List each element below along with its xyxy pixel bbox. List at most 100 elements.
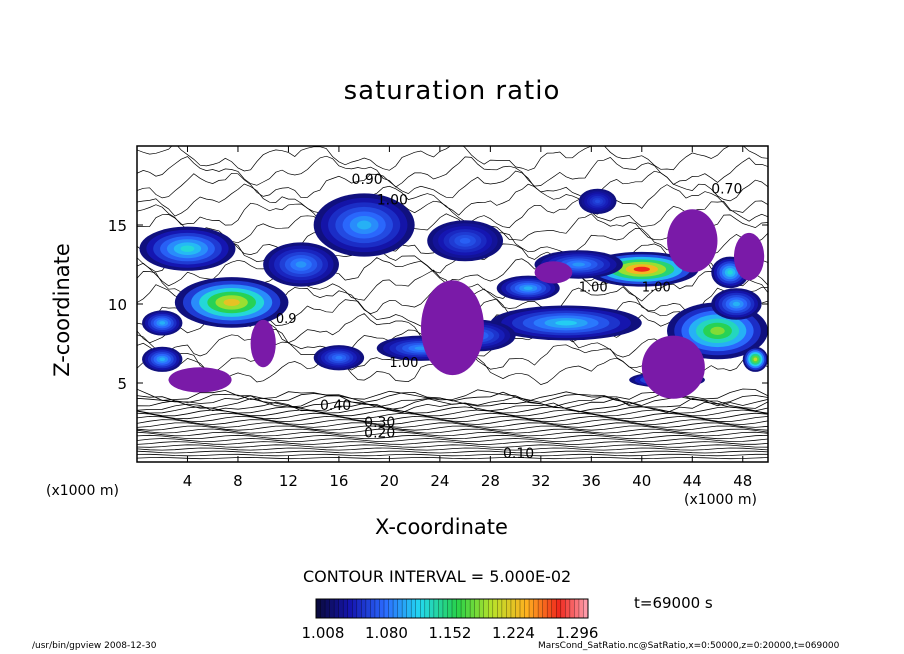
colorbar-segment <box>343 599 349 618</box>
x-tick-label: 20 <box>380 472 399 490</box>
contour-interval: CONTOUR INTERVAL = 5.000E-02 <box>303 567 572 586</box>
colorbar-segment <box>438 599 444 618</box>
contour-label: 1.00 <box>642 280 671 295</box>
contour-line <box>137 199 768 229</box>
time-label: t=69000 s <box>634 594 713 612</box>
x-tick-label: 12 <box>279 472 298 490</box>
x-tick-label: 36 <box>582 472 601 490</box>
colorbar-segment <box>470 599 476 618</box>
colorbar-segment <box>547 599 553 618</box>
y-tick-label: 10 <box>108 296 127 314</box>
purple-region <box>250 319 276 368</box>
colorbar-segment <box>334 599 340 618</box>
colorbar-segment <box>515 599 521 618</box>
colorbar-segment <box>420 599 426 618</box>
contour-label: 0.90 <box>352 172 383 188</box>
colorbar-tick-label: 1.296 <box>556 624 599 642</box>
colorbar-segment <box>379 599 385 618</box>
shaded-region <box>742 346 768 372</box>
contour-line <box>137 419 768 425</box>
shaded-region <box>578 188 617 214</box>
shaded-region <box>142 346 183 372</box>
colorbar-segment <box>411 599 417 618</box>
colorbar-segment <box>393 599 399 618</box>
y-tick-label: 5 <box>117 375 127 393</box>
purple-region <box>421 280 484 376</box>
x-unit-right: (x1000 m) <box>684 492 757 508</box>
colorbar-segment <box>524 599 530 618</box>
contour-lines <box>137 146 768 460</box>
x-tick-label: 44 <box>683 472 702 490</box>
colorbar-segment <box>551 599 557 618</box>
y-tick-label: 15 <box>108 217 127 235</box>
y-axis: 5 10 15 <box>108 217 768 393</box>
shaded-region <box>139 226 236 271</box>
colorbar-segment <box>483 599 489 618</box>
contour-line <box>137 425 768 431</box>
contour-label: 0.10 <box>503 446 534 462</box>
purple-regions <box>168 209 765 399</box>
x-tick-label: 28 <box>481 472 500 490</box>
colorbar-tick-label: 1.224 <box>492 624 535 642</box>
colorbar-segment <box>447 599 453 618</box>
colorbar-tick-label: 1.152 <box>429 624 472 642</box>
contour-line <box>137 456 768 460</box>
contour-label: 0.70 <box>711 181 742 197</box>
contour-line <box>137 213 768 244</box>
x-tick-label: 32 <box>531 472 550 490</box>
shaded-region <box>263 242 339 287</box>
x-tick-label: 8 <box>233 472 243 490</box>
shaded-region <box>711 288 762 320</box>
contour-line <box>137 155 768 188</box>
shaded-region <box>427 220 504 262</box>
x-tick-label: 48 <box>733 472 752 490</box>
colorbar-segment <box>565 599 571 618</box>
colorbar-segment <box>429 599 435 618</box>
colorbar-segment <box>347 599 353 618</box>
y-axis-label: Z-coordinate <box>50 243 74 377</box>
contour-line <box>137 397 768 410</box>
contour-line <box>137 146 768 172</box>
contour-line <box>137 453 768 457</box>
colorbar-segment <box>465 599 471 618</box>
colorbar-segment <box>461 599 467 618</box>
colorbar-segment <box>556 599 562 618</box>
shaded-region <box>490 305 642 341</box>
contour-label: 0.40 <box>320 398 351 414</box>
purple-region <box>168 367 232 393</box>
colorbar-segment <box>316 599 322 618</box>
colorbar-segment <box>497 599 503 618</box>
contour-line <box>137 431 768 437</box>
colorbar-segment <box>365 599 371 618</box>
colorbar-frame <box>315 598 589 619</box>
colorbar-segment <box>578 599 584 618</box>
colorbar-segment <box>474 599 480 618</box>
purple-region <box>667 209 718 273</box>
contour-label: 0.9 <box>276 312 297 327</box>
colorbar-segment <box>569 599 575 618</box>
x-tick-label: 24 <box>430 472 449 490</box>
contour-line <box>137 438 768 442</box>
colorbar-segment <box>388 599 394 618</box>
colorbar-segment <box>352 599 358 618</box>
colorbar-segment <box>583 599 589 618</box>
colorbar-segment <box>424 599 430 618</box>
contour-line <box>137 434 768 440</box>
colorbar-segment <box>406 599 412 618</box>
colorbar-tick-label: 1.008 <box>302 624 345 642</box>
purple-region <box>534 261 573 284</box>
colorbar-segment <box>384 599 390 618</box>
colorbar-segment <box>325 599 331 618</box>
contour-line <box>137 412 768 420</box>
contour-line <box>137 441 768 445</box>
x-tick-label: 4 <box>183 472 193 490</box>
x-unit-left: (x1000 m) <box>46 483 119 499</box>
contour-line <box>137 422 768 428</box>
shaded-region <box>313 345 365 371</box>
colorbar-segment <box>542 599 548 618</box>
colorbar-segment <box>510 599 516 618</box>
colorbar-segment <box>397 599 403 618</box>
footer-left: /usr/bin/gpview 2008-12-30 <box>32 641 157 651</box>
colorbar-segment <box>402 599 408 618</box>
colorbar-segment <box>488 599 494 618</box>
